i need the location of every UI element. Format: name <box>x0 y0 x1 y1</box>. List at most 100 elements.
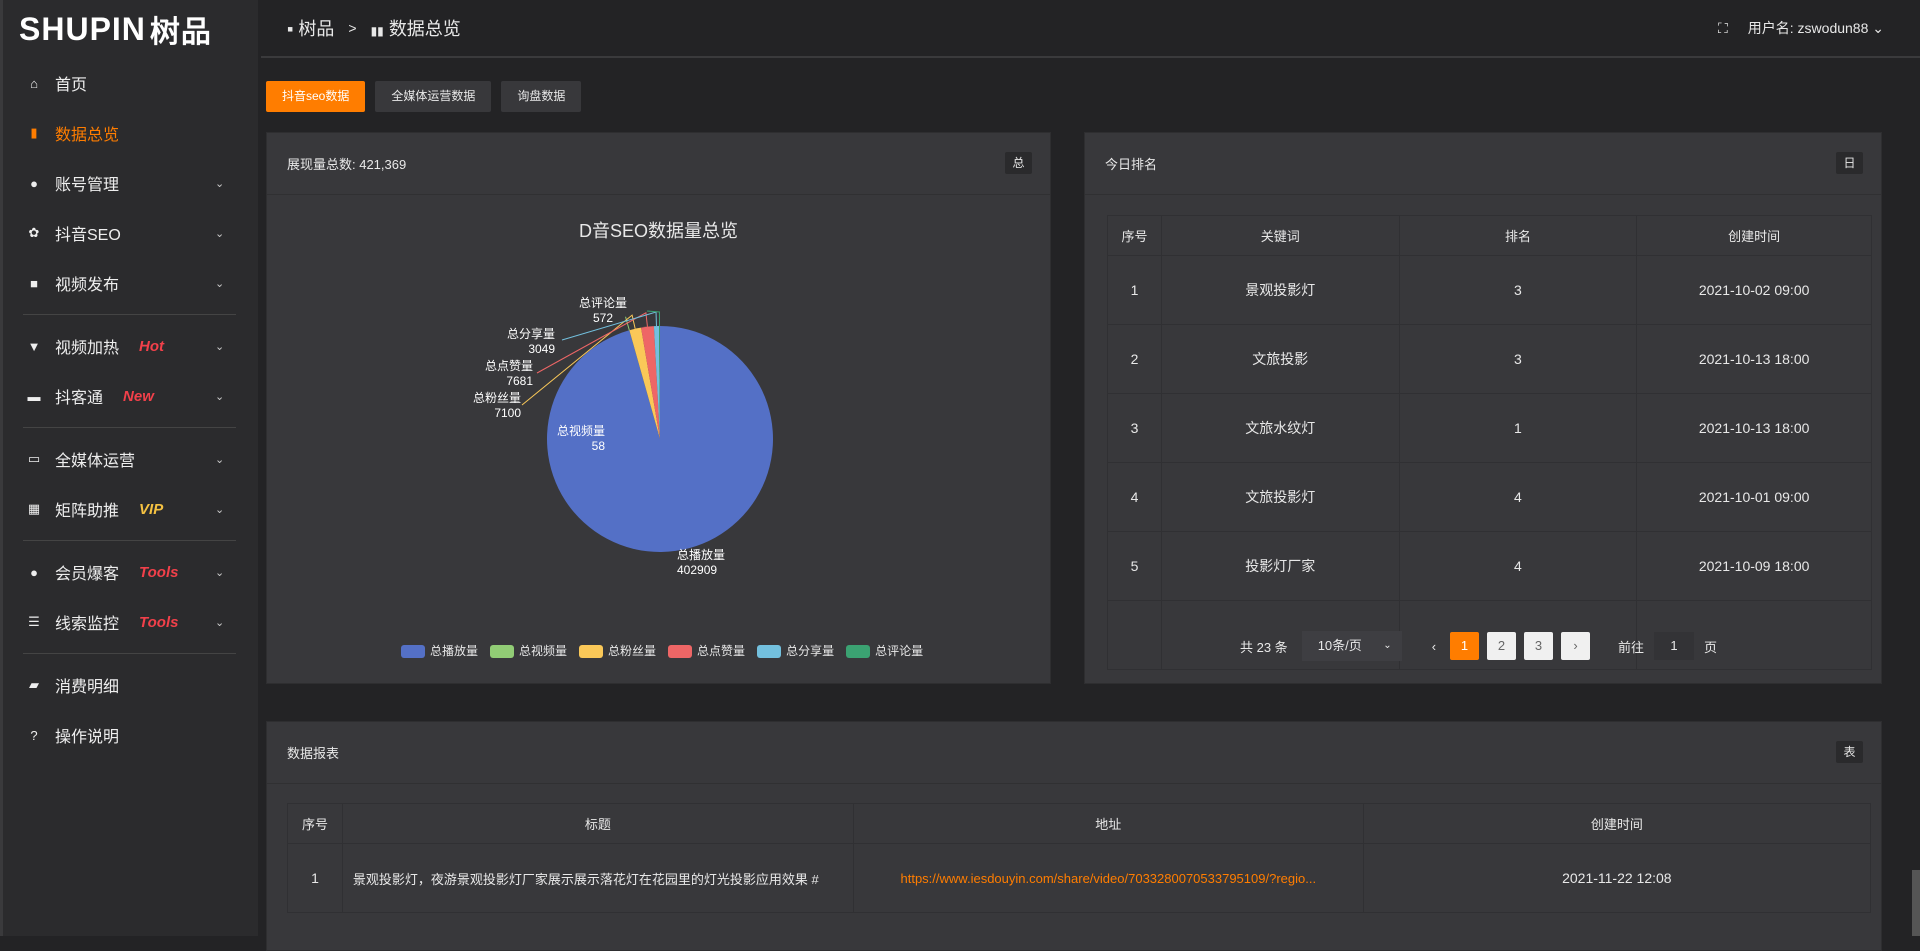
table-cell: 景观投影灯，夜游景观投影灯厂家展示展示落花灯在花园里的灯光投影应用效果 # <box>341 843 854 913</box>
chat-icon: ▬ <box>27 388 41 404</box>
legend-item[interactable]: 总分享量 <box>757 642 834 659</box>
sidebar-item-label: 全媒体运营 <box>55 453 136 470</box>
rank-table: 序号 关键词 排名 创建时间 1 景观投影灯 3 2021-10-02 09:00 2 文旅投影 3… <box>1107 215 1872 670</box>
table-cell: 4 <box>1107 462 1162 532</box>
table-cell: 文旅投影灯 <box>1160 462 1400 532</box>
column-header: 创建时间 <box>1362 803 1872 844</box>
user-icon: ● <box>30 175 38 191</box>
table-row: 2 文旅投影 3 2021-10-13 18:00 <box>1107 324 1872 394</box>
scrollbar[interactable] <box>1912 870 1920 936</box>
table-row: 1 景观投影灯，夜游景观投影灯厂家展示展示落花灯在花园里的灯光投影应用效果 # ht… <box>287 843 1872 913</box>
next-page-button[interactable]: › <box>1561 632 1591 660</box>
header: ▪ 树品 > ▮▮ 数据总览 ⛶ 用户名: zswodun88 ⌄ <box>261 0 1920 58</box>
label-line <box>521 314 636 406</box>
sidebar-item-9[interactable]: ● 会员爆客 Tools ⌄ <box>3 547 258 597</box>
sidebar-item-label: 视频发布 <box>55 277 120 294</box>
sidebar-item-8[interactable]: ▦ 矩阵助推 VIP ⌄ <box>3 484 258 534</box>
label-likes: 总点赞量 7681 <box>485 359 534 388</box>
sidebar-item-12[interactable]: ? 操作说明 <box>3 710 258 760</box>
chart-title: D音SEO数据量总览 <box>578 221 738 241</box>
sidebar-item-label: 抖客通 <box>55 390 104 407</box>
sidebar-item-5[interactable]: ▼ 视频加热 Hot ⌄ <box>3 321 258 371</box>
page-1[interactable]: 1 <box>1450 632 1480 660</box>
table-cell: 2021-10-09 18:00 <box>1636 531 1872 601</box>
tab-inquiry[interactable]: 询盘数据 <box>501 81 582 112</box>
column-header: 序号 <box>1107 215 1162 256</box>
total-button[interactable]: 总 <box>1005 152 1032 174</box>
chevron-down-icon: ⌄ <box>215 453 225 466</box>
sidebar-item-label: 会员爆客 <box>55 566 120 583</box>
pie-chart <box>521 310 773 552</box>
table-cell: 2021-10-13 18:00 <box>1636 324 1872 394</box>
pie-slice-3[interactable] <box>641 326 660 439</box>
label-fans: 总粉丝量 7100 <box>473 391 522 420</box>
pie-slice-1[interactable] <box>629 330 660 439</box>
column-header: 序号 <box>287 803 343 844</box>
chevron-down-icon: ⌄ <box>215 616 225 629</box>
chevron-down-icon: ⌄ <box>215 503 225 516</box>
table-row: 1 景观投影灯 3 2021-10-02 09:00 <box>1107 255 1872 325</box>
breadcrumb-home[interactable]: ▪ 树品 <box>287 19 335 39</box>
sidebar-badge: VIP <box>139 500 164 518</box>
table-row: 5 投影灯厂家 4 2021-10-09 18:00 <box>1107 531 1872 601</box>
sidebar-item-label: 线索监控 <box>55 616 120 633</box>
divider <box>23 653 236 654</box>
sidebar-item-11[interactable]: ▰ 消费明细 <box>3 660 258 710</box>
panel-title: 今日排名 <box>1105 157 1158 172</box>
table-cell: 投影灯厂家 <box>1160 531 1400 601</box>
table-cell: 1 <box>1398 393 1638 463</box>
goto-suffix: 页 <box>1704 639 1718 655</box>
gear-icon: ✿ <box>28 225 40 240</box>
day-button[interactable]: 日 <box>1836 152 1863 174</box>
page-3[interactable]: 3 <box>1524 632 1554 660</box>
user-menu[interactable]: 用户名: zswodun88 ⌄ <box>1747 20 1884 36</box>
chevron-down-icon: ⌄ <box>215 340 225 353</box>
tab-douyin-seo[interactable]: 抖音seo数据 <box>266 81 366 112</box>
logo-cn: 树品 <box>149 16 212 49</box>
table-cell: 1 <box>287 843 343 913</box>
legend-item[interactable]: 总粉丝量 <box>579 642 656 659</box>
pie-slice-4[interactable] <box>653 326 660 439</box>
table-cell: 2 <box>1107 324 1162 394</box>
sidebar-item-4[interactable]: ■ 视频发布 ⌄ <box>3 258 258 308</box>
table-cell: 4 <box>1398 462 1638 532</box>
divider <box>23 540 236 541</box>
sidebar-item-0[interactable]: ⌂ 首页 <box>3 58 258 108</box>
sidebar-item-2[interactable]: ● 账号管理 ⌄ <box>3 158 258 208</box>
legend-swatch <box>490 645 515 659</box>
panel-title: 展现量总数: 421,369 <box>287 157 407 172</box>
sidebar-badge: New <box>123 387 154 405</box>
pie-panel: 展现量总数: 421,369 总 D音SEO数据量总览 总评论量 572 总分享量 3… <box>266 132 1051 684</box>
divider <box>23 427 236 428</box>
table-button[interactable]: 表 <box>1836 741 1863 763</box>
legend-item[interactable]: 总播放量 <box>401 642 478 659</box>
tab-all-media[interactable]: 全媒体运营数据 <box>375 81 492 112</box>
prev-page-button[interactable]: ‹ <box>1431 638 1437 654</box>
goto-input[interactable]: 1 <box>1654 632 1695 660</box>
label-line <box>646 310 661 327</box>
wallet-icon: ▰ <box>29 677 39 692</box>
breadcrumb-current: ▮▮ 数据总览 <box>370 19 461 39</box>
legend-item[interactable]: 总视频量 <box>490 642 567 659</box>
logo-text: SHUPIN <box>19 10 146 47</box>
page-size-select[interactable]: 10条/页 ⌄ <box>1301 631 1402 661</box>
sidebar-item-3[interactable]: ✿ 抖音SEO ⌄ <box>3 208 258 258</box>
column-header: 关键词 <box>1160 215 1400 256</box>
column-header: 排名 <box>1398 215 1638 256</box>
table-row: 4 文旅投影灯 4 2021-10-01 09:00 <box>1107 462 1872 532</box>
fullscreen-icon[interactable]: ⛶ <box>1717 19 1728 36</box>
home-icon: ⌂ <box>30 75 38 91</box>
sidebar-item-6[interactable]: ▬ 抖客通 New ⌄ <box>3 371 258 421</box>
legend-swatch <box>757 645 782 659</box>
url-link[interactable]: https://www.iesdouyin.com/share/video/70… <box>852 843 1364 913</box>
legend-item[interactable]: 总评论量 <box>846 642 923 659</box>
pie-slice-2[interactable] <box>629 327 660 439</box>
sidebar-item-10[interactable]: ☰ 线索监控 Tools ⌄ <box>3 597 258 647</box>
table-cell: 2021-11-22 12:08 <box>1362 843 1872 913</box>
sidebar-item-7[interactable]: ▭ 全媒体运营 ⌄ <box>3 434 258 484</box>
legend-item[interactable]: 总点赞量 <box>668 642 745 659</box>
page-2[interactable]: 2 <box>1487 632 1517 660</box>
sidebar: SHUPIN 树品 ⌂ 首页 ▮ 数据总览 ● 账号管理 ⌄ ✿ 抖音SEO ⌄ ■ 视频发布 ⌄ ▼ 视频加… <box>0 0 258 936</box>
legend-swatch <box>846 645 871 659</box>
sidebar-item-1[interactable]: ▮ 数据总览 <box>3 108 258 158</box>
